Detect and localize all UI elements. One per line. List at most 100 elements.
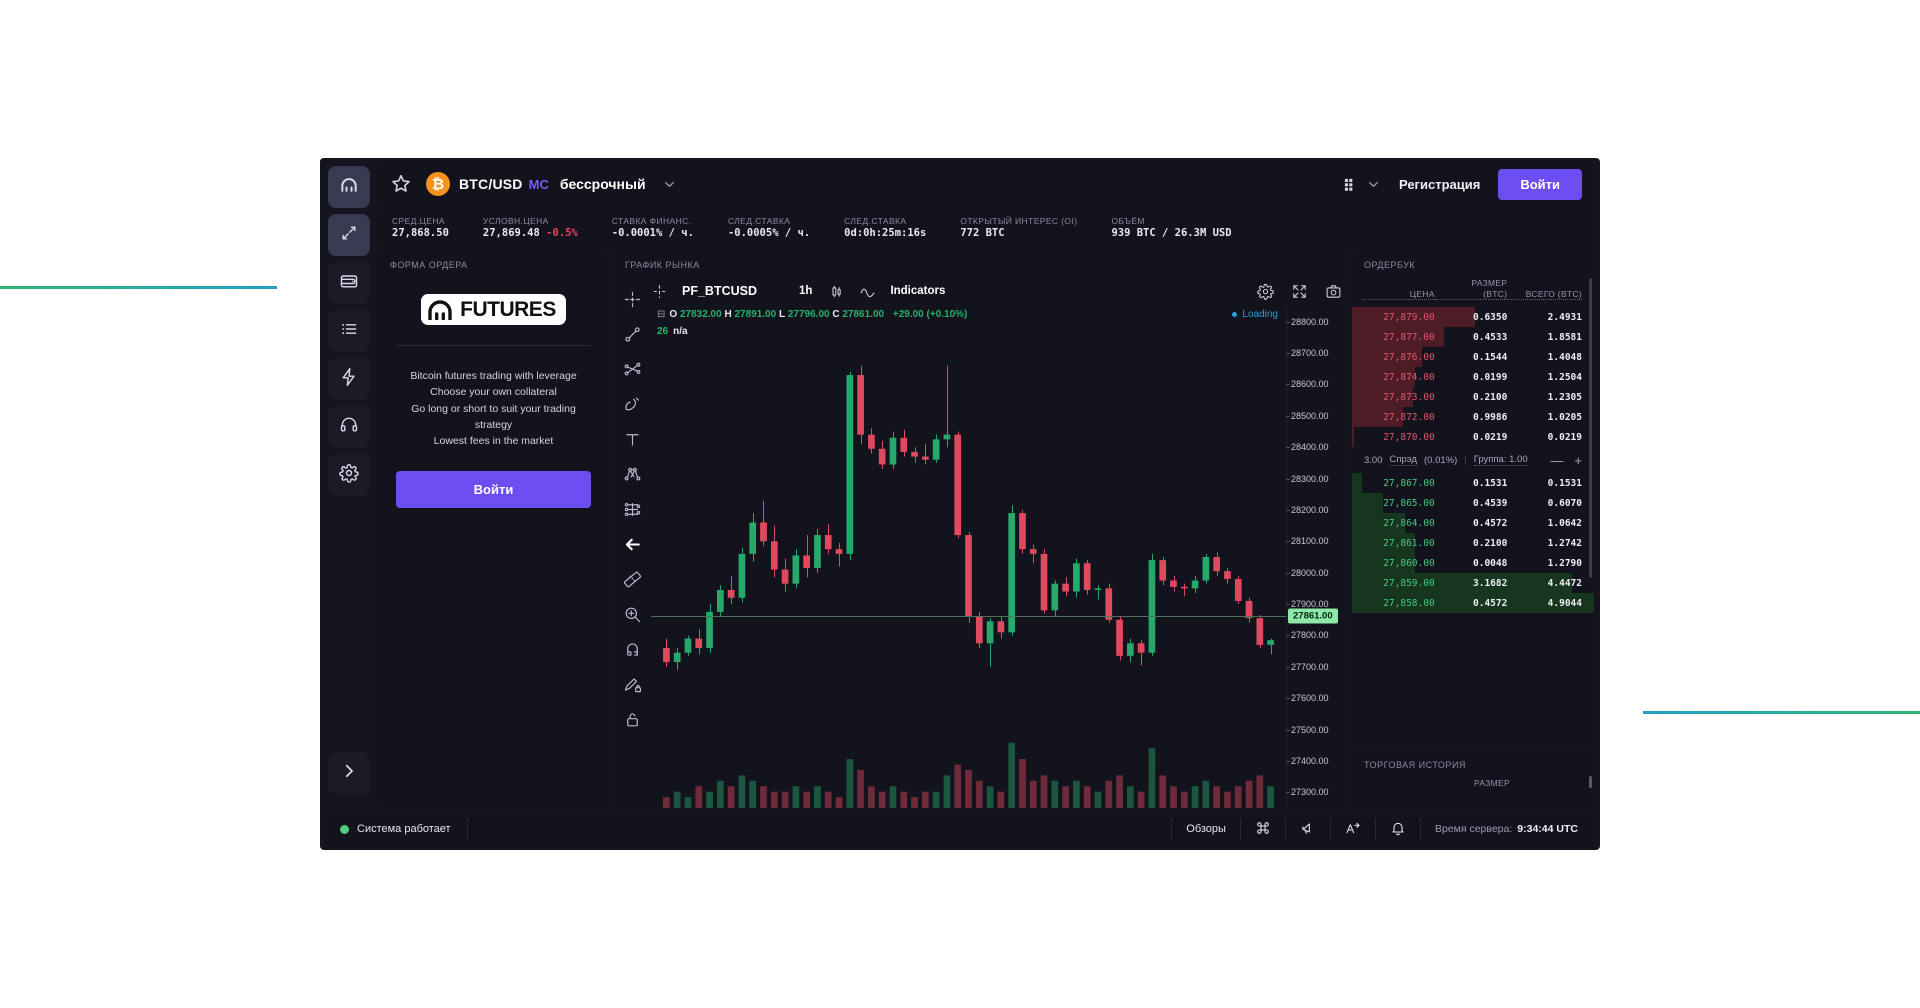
trade-arrows-icon [339,223,359,248]
top-bar-right: Регистрация Войти [1343,168,1582,200]
feedback-button[interactable] [1284,818,1330,840]
sidebar-item-support[interactable] [328,406,370,448]
chart-plot[interactable]: ⊟ O 27832.00 H 27891.00 L 27796.00 C 2786… [651,306,1286,808]
apps-grid-icon[interactable] [1343,177,1358,192]
spread-group-label[interactable]: Группа: 1.00 [1473,454,1528,467]
pattern-icon[interactable] [615,457,649,492]
pair-type: бессрочный [559,176,646,192]
register-link[interactable]: Регистрация [1398,176,1481,192]
pencil-lock-icon[interactable] [615,667,649,702]
chart-symbol[interactable]: PF_BTCUSD [682,284,758,298]
chart-timeframe[interactable]: 1h [799,285,813,297]
spread-increase-button[interactable]: + [1574,452,1582,468]
wave-icon[interactable] [859,283,876,300]
camera-icon[interactable] [1325,283,1342,300]
candlestick-canvas[interactable] [651,306,1286,808]
spread-label[interactable]: Спрэд [1389,454,1417,467]
depth-bar [1352,573,1573,594]
trade-history-scrollbar[interactable] [1589,776,1592,788]
sidebar-item-orders[interactable] [328,310,370,352]
indicators-button[interactable]: Indicators [890,285,946,297]
candlestick-icon[interactable] [828,283,845,300]
brush-icon[interactable] [615,387,649,422]
translate-button[interactable] [1329,818,1375,840]
collapse-icon[interactable]: ⊟ [657,309,666,320]
orderbook-cell-size: 0.2100 [1473,537,1508,549]
orderbook-row[interactable]: 27,877.00 0.4533 1.8581 [1352,327,1594,348]
stat-value: -0.0005% / ч. [727,227,811,240]
sidebar-item-fast[interactable] [328,358,370,400]
orderbook-header-size[interactable]: РАЗМЕР (BTC) [1434,278,1508,301]
text-icon[interactable] [615,422,649,457]
orderbook-row[interactable]: 27,876.00 0.1544 1.4048 [1352,347,1594,368]
orderbook-row[interactable]: 27,858.00 0.4572 4.9044 [1352,593,1594,614]
ohlc-o-label: O [669,309,678,320]
orderbook-cell-total: 0.0219 [1547,431,1582,443]
spread-percent: (0.01%) [1423,454,1458,466]
decorative-gradient-left [0,286,277,289]
price-axis-tick: 27900.00 [1286,599,1329,610]
reviews-button[interactable]: Обзоры [1171,818,1240,840]
orderbook-row[interactable]: 27,860.00 0.0048 1.2790 [1352,553,1594,574]
sidebar [320,158,378,808]
order-form-login-button[interactable]: Войти [396,471,591,509]
orderbook-cell-total: 1.8581 [1547,331,1582,343]
sidebar-item-kraken-logo[interactable] [328,166,370,208]
price-axis[interactable]: 28800.00 28700.00 28600.00 28500.00 28400.00… [1286,306,1348,808]
crosshair-tool-icon[interactable] [651,283,668,300]
ohlc-c-label: C [832,309,840,320]
depth-bar [1352,513,1406,534]
orderbook-row[interactable]: 27,879.00 0.6350 2.4931 [1352,307,1594,328]
sidebar-item-settings[interactable] [328,454,370,496]
magnet-icon[interactable] [615,632,649,667]
ruler-icon[interactable] [615,562,649,597]
notifications-button[interactable] [1374,818,1420,840]
stat-label: СТАВКА ФИНАНС. [611,215,692,226]
spread-decrease-button[interactable]: — [1550,452,1564,468]
orderbook-cell-total: 1.2742 [1547,537,1582,549]
orderbook-cell-size: 0.0199 [1473,371,1508,383]
orderbook-cell-price: 27,873.00 [1383,391,1435,403]
orderbook-row[interactable]: 27,872.00 0.9986 1.0205 [1352,407,1594,428]
status-bar-right: Обзоры [1171,818,1594,840]
apps-dropdown-chevron-down-icon[interactable] [1366,177,1381,192]
depth-bar [1352,407,1403,428]
zoom-in-icon[interactable] [615,597,649,632]
chart-area[interactable]: ⊟ O 27832.00 H 27891.00 L 27796.00 C 2786… [651,306,1348,808]
orderbook-header-total[interactable]: .ВСЕГО (BTC) [1507,278,1582,301]
trade-history-header-size: РАЗМЕР [1473,778,1510,788]
orderbook-row[interactable]: 27,865.00 0.4539 0.6070 [1352,493,1594,514]
sidebar-item-wallet[interactable] [328,262,370,304]
orderbook-panel: ОРДЕРБУК .ЦЕНА РАЗМЕР(BTC) .ВСЕГО (BTC) … [1352,250,1594,746]
wallet-icon [339,271,359,296]
sidebar-item-trade[interactable] [328,214,370,256]
fullscreen-icon[interactable] [1291,283,1308,300]
order-form-divider [396,345,591,346]
gann-icon[interactable] [615,492,649,527]
orderbook-row[interactable]: 27,864.00 0.4572 1.0642 [1352,513,1594,534]
trendline-icon[interactable] [615,317,649,352]
login-button[interactable]: Войти [1498,168,1582,200]
orderbook-cell-price: 27,867.00 [1383,477,1435,489]
chart-settings-gear-icon[interactable] [1257,283,1274,300]
orderbook-row[interactable]: 27,874.00 0.0199 1.2504 [1352,367,1594,388]
price-axis-tick: 27600.00 [1286,693,1329,704]
orderbook-row[interactable]: 27,859.00 3.1682 4.4472 [1352,573,1594,594]
favorite-star-icon[interactable] [390,173,412,195]
command-button[interactable] [1239,818,1285,840]
orderbook-row[interactable]: 27,861.00 0.2100 1.2742 [1352,533,1594,554]
lock-icon[interactable] [615,702,649,737]
orderbook-row[interactable]: 27,867.00 0.1531 0.1531 [1352,473,1594,494]
crosshair-icon[interactable] [615,282,649,317]
orderbook-row[interactable]: 27,870.00 0.0219 0.0219 [1352,427,1594,448]
price-axis-tick: 28700.00 [1286,348,1329,359]
fork-icon[interactable] [615,352,649,387]
stat-volume: ОБЪЁМ 939 BTC / 26.3M USD [1111,216,1231,241]
orderbook-scrollbar[interactable] [1589,278,1592,578]
orderbook-row[interactable]: 27,873.00 0.2100 1.2305 [1352,387,1594,408]
arrow-left-icon[interactable] [615,527,649,562]
pair-dropdown-chevron-down-icon[interactable] [662,177,677,192]
sidebar-expand-button[interactable] [328,752,370,794]
orderbook-header-price[interactable]: .ЦЕНА [1362,278,1435,301]
depth-bar [1352,553,1415,574]
